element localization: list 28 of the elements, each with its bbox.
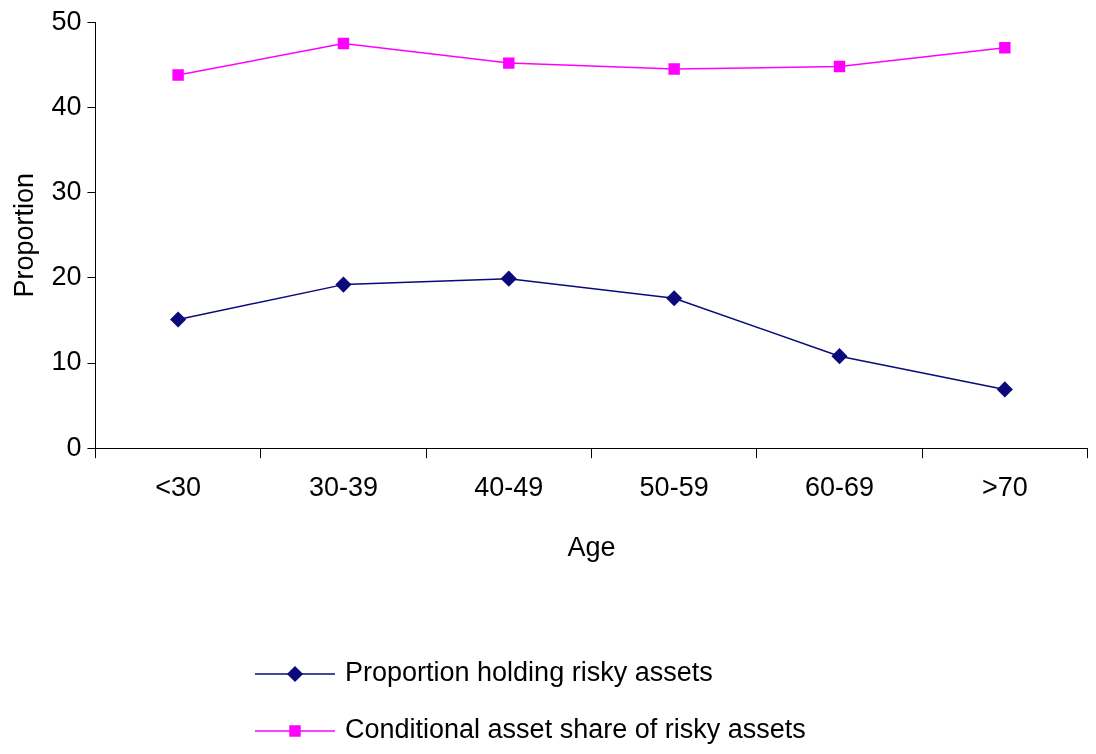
x-axis-title: Age <box>567 532 616 563</box>
y-tick-label: 10 <box>51 346 82 377</box>
x-tick-label: 40-49 <box>474 471 544 502</box>
x-tick-label: >70 <box>981 471 1028 502</box>
point <box>503 57 515 69</box>
point <box>999 42 1011 54</box>
legend-label: Conditional asset share of risky assets <box>345 714 806 745</box>
y-axis-title: Proportion <box>8 172 39 298</box>
point <box>170 311 186 328</box>
point <box>997 381 1013 398</box>
point <box>666 290 682 306</box>
x-tick-label: 30-39 <box>308 471 378 502</box>
point <box>337 37 350 50</box>
x-tick-label: 50-59 <box>639 471 709 502</box>
point <box>833 60 846 73</box>
point <box>501 270 517 287</box>
point <box>668 63 680 75</box>
y-tick-label: 20 <box>51 261 82 292</box>
y-tick-label: 50 <box>51 5 82 36</box>
legend-label: Proportion holding risky assets <box>345 657 713 688</box>
y-tick-label: 0 <box>66 431 82 462</box>
x-tick-label: <30 <box>155 471 202 502</box>
point <box>172 69 184 81</box>
x-tick-label: 60-69 <box>804 471 875 502</box>
y-tick-label: 30 <box>51 176 82 207</box>
point <box>831 348 848 364</box>
y-tick-label: 40 <box>51 90 82 121</box>
point <box>335 276 352 293</box>
